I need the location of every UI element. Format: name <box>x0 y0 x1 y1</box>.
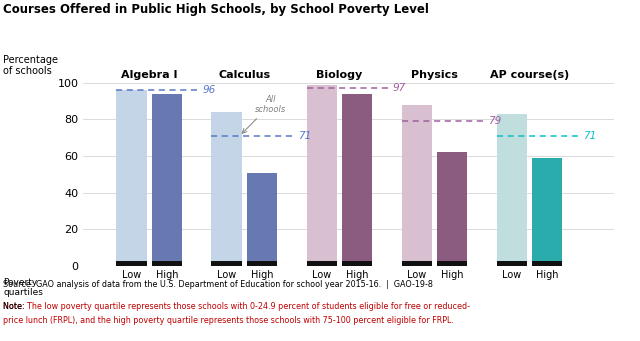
Text: AP course(s): AP course(s) <box>490 70 569 80</box>
Text: Poverty
quartiles: Poverty quartiles <box>3 278 43 297</box>
Text: 71: 71 <box>583 131 596 141</box>
Bar <box>246 262 277 266</box>
Text: 79: 79 <box>488 116 501 126</box>
Text: Percentage
of schools: Percentage of schools <box>3 55 58 76</box>
Bar <box>152 94 182 266</box>
Text: Physics: Physics <box>411 70 458 80</box>
Bar <box>401 105 432 266</box>
Text: Calculus: Calculus <box>218 70 270 80</box>
Bar <box>401 262 432 266</box>
Text: Source: GAO analysis of data from the U.S. Department of Education for school ye: Source: GAO analysis of data from the U.… <box>3 280 433 288</box>
Bar <box>116 90 147 266</box>
Bar <box>497 262 527 266</box>
Text: Note: The low poverty quartile represents those schools with 0-24.9 percent of s: Note: The low poverty quartile represent… <box>3 302 470 311</box>
Bar <box>342 94 372 266</box>
Bar <box>436 262 467 266</box>
Text: Note:: Note: <box>3 302 28 311</box>
Text: 97: 97 <box>393 83 406 93</box>
Text: Courses Offered in Public High Schools, by School Poverty Level: Courses Offered in Public High Schools, … <box>3 3 429 16</box>
Text: 96: 96 <box>203 85 216 95</box>
Text: Algebra I: Algebra I <box>121 70 177 80</box>
Text: 71: 71 <box>298 131 311 141</box>
Bar <box>497 114 527 266</box>
Bar <box>307 85 337 266</box>
Text: price lunch (FRPL), and the high poverty quartile represents those schools with : price lunch (FRPL), and the high poverty… <box>3 316 454 325</box>
Bar <box>211 112 242 266</box>
Bar <box>342 262 372 266</box>
Bar <box>532 158 562 266</box>
Bar <box>211 262 242 266</box>
Text: Biology: Biology <box>316 70 362 80</box>
Bar <box>436 152 467 266</box>
Bar <box>152 262 182 266</box>
Bar <box>116 262 147 266</box>
Bar <box>532 262 562 266</box>
Bar <box>307 262 337 266</box>
Bar <box>246 173 277 266</box>
Text: All
schools: All schools <box>242 94 287 133</box>
